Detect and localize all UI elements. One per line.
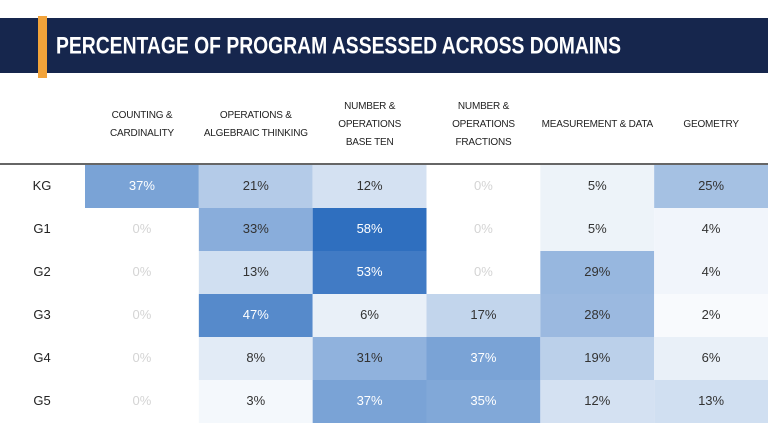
cell-label: 19% [584,350,610,365]
cell-label: 8% [246,350,265,365]
heat-cell [198,380,313,423]
heat-cell [198,294,313,337]
heat-cell [540,165,655,208]
column-header: MEASUREMENT & DATA [541,119,654,130]
cell-label: 0% [474,264,493,279]
heat-cell [85,380,199,423]
heat-cell [312,208,427,251]
column-header: COUNTING & CARDINALITY [110,110,174,139]
cell-label: 21% [243,178,269,193]
heat-cell [198,208,313,251]
row-label: G3 [33,307,50,322]
heat-cell [85,251,199,294]
cell-label: 0% [133,264,152,279]
heat-cell [426,208,541,251]
heat-cell [198,165,313,208]
heat-cell [312,165,427,208]
cell-label: 37% [357,393,383,408]
cell-label: 4% [702,221,721,236]
heat-cell [85,165,199,208]
heat-cell [654,294,768,337]
cell-label: 0% [474,178,493,193]
cell-label: 33% [243,221,269,236]
heat-cell [654,337,768,380]
cell-label: 37% [129,178,155,193]
title-bar [0,18,768,73]
heat-cell [198,337,313,380]
column-header: NUMBER & OPERATIONS FRACTIONS [452,101,515,148]
cell-label: 58% [357,221,383,236]
row-label: G4 [33,350,50,365]
cell-label: 13% [698,393,724,408]
cell-label: 29% [584,264,610,279]
cell-label: 4% [702,264,721,279]
cell-label: 0% [133,393,152,408]
heat-cell [426,380,541,423]
cell-label: 37% [470,350,496,365]
heat-cell [654,251,768,294]
cell-label: 2% [702,307,721,322]
heat-cell [540,251,655,294]
heat-cell [85,337,199,380]
cell-label: 6% [702,350,721,365]
column-header: GEOMETRY [683,119,739,130]
chart-title: PERCENTAGE OF PROGRAM ASSESSED ACROSS DO… [56,32,621,59]
cell-label: 25% [698,178,724,193]
cell-label: 5% [588,221,607,236]
cell-label: 0% [133,350,152,365]
cell-label: 47% [243,307,269,322]
heat-cell [540,294,655,337]
cell-label: 13% [243,264,269,279]
heat-cell [312,294,427,337]
heat-cell [654,165,768,208]
column-header: OPERATIONS & ALGEBRAIC THINKING [203,110,308,139]
cell-label: 0% [133,221,152,236]
heat-cell [540,208,655,251]
heat-cell [198,251,313,294]
cell-label: 17% [470,307,496,322]
cell-label: 0% [133,307,152,322]
cell-label: 28% [584,307,610,322]
heat-cell [85,208,199,251]
cell-label: 31% [357,350,383,365]
title-accent [38,16,47,78]
heat-cell [426,251,541,294]
heat-cell [85,294,199,337]
row-label: G1 [33,221,50,236]
cell-label: 0% [474,221,493,236]
cell-label: 6% [360,307,379,322]
cell-label: 12% [357,178,383,193]
cell-label: 3% [246,393,265,408]
cell-label: 5% [588,178,607,193]
heat-cell [312,251,427,294]
heat-cell [426,294,541,337]
row-label: G2 [33,264,50,279]
heat-cell [654,208,768,251]
row-label: KG [33,178,52,193]
row-label: G5 [33,393,50,408]
heat-cell [426,165,541,208]
cell-label: 53% [357,264,383,279]
column-header: NUMBER & OPERATIONS BASE TEN [338,101,402,148]
heat-cell [312,337,427,380]
heat-cell [540,380,655,423]
heat-cell [426,337,541,380]
cell-label: 12% [584,393,610,408]
cell-label: 35% [470,393,496,408]
heat-cell [312,380,427,423]
heat-cell [540,337,655,380]
heat-cell [654,380,768,423]
